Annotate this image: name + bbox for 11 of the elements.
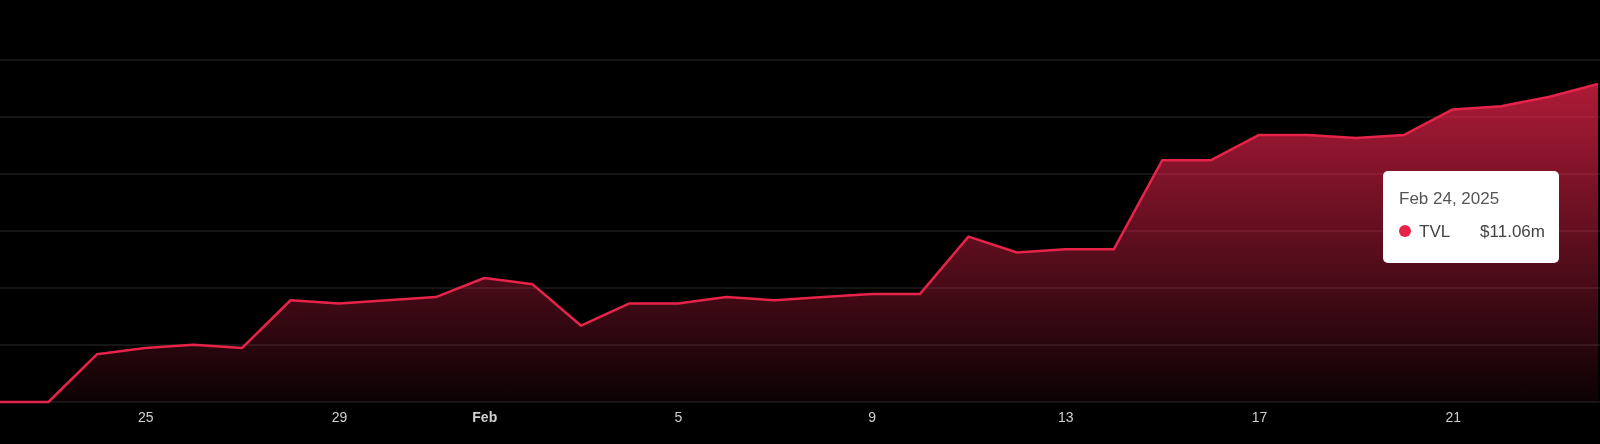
annotation: Feb 24, 2025 xyxy=(1399,189,1500,208)
x-tick-label: 13 xyxy=(1058,408,1074,425)
x-tick-label: 9 xyxy=(868,408,877,425)
x-tick-label: Feb xyxy=(472,408,498,425)
x-tick-label: 17 xyxy=(1251,408,1268,425)
x-tick-label: 5 xyxy=(674,408,683,425)
x-tick-label: 25 xyxy=(137,408,154,425)
legend-label: TVL xyxy=(1419,222,1451,241)
x-tick-label: 29 xyxy=(331,408,348,425)
x-tick-label: 21 xyxy=(1445,408,1462,425)
annotation: $11.06m xyxy=(1480,222,1545,241)
